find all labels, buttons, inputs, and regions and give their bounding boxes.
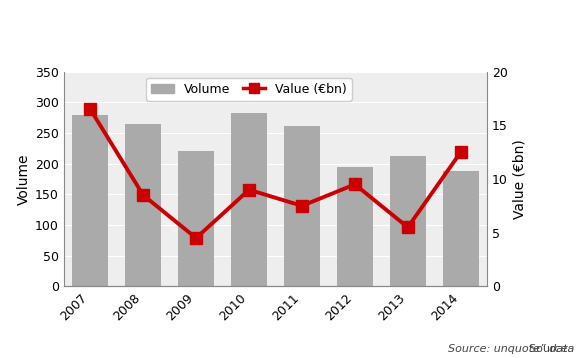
Y-axis label: Value (€bn): Value (€bn) [512,139,526,219]
Bar [231,113,267,286]
Bar [390,156,426,286]
Bar [72,115,108,286]
Text: Source: unquote” data: Source: unquote” data [448,344,574,354]
Bar [178,151,214,286]
Bar [284,126,320,286]
Bar [337,167,373,286]
Y-axis label: Volume: Volume [17,153,31,205]
Legend: Volume, Value (€bn): Volume, Value (€bn) [146,78,352,101]
Text: Source:: Source: [529,344,574,354]
Text: European healthcare sector, 2007-2014: European healthcare sector, 2007-2014 [157,21,516,39]
Bar [125,124,161,286]
Bar [443,171,478,286]
